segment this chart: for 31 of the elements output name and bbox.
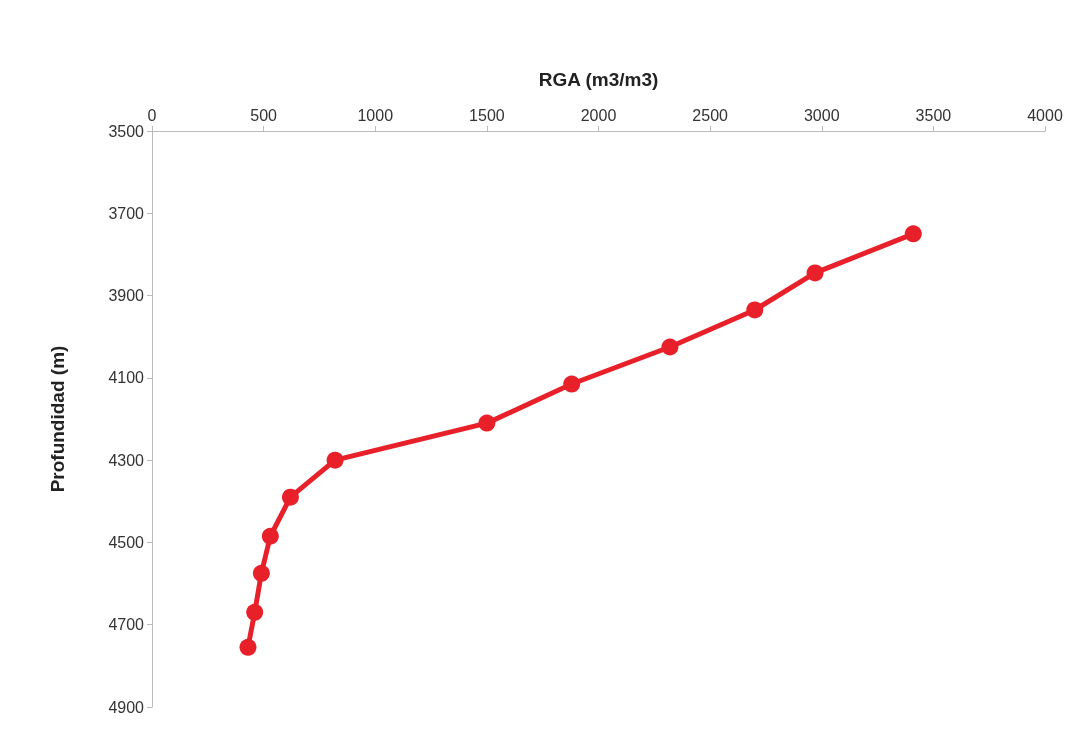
point	[281, 488, 299, 506]
point	[326, 451, 344, 469]
y-tick-label: 3500	[108, 122, 145, 140]
x-tick-label: 4000	[1027, 106, 1063, 124]
x-tick-label: 0	[147, 106, 157, 124]
point	[746, 301, 764, 319]
x-tick-label: 2000	[580, 106, 617, 124]
y-tick-label: 4100	[108, 369, 145, 387]
y-tick-label: 3900	[108, 287, 145, 305]
y-tick-label: 4700	[108, 616, 145, 634]
x-tick-label: 2500	[692, 106, 729, 124]
point	[661, 338, 679, 356]
x-tick-label: 3500	[915, 106, 952, 124]
x-tick-label: 3000	[803, 106, 840, 124]
point	[246, 603, 264, 621]
x-axis-title: RGA (m3/m3)	[538, 69, 659, 90]
y-tick-label: 3700	[108, 204, 145, 222]
point	[261, 527, 279, 545]
point	[252, 564, 270, 582]
point	[563, 375, 581, 393]
y-tick-label: 4300	[108, 451, 145, 469]
x-tick-label: 1000	[357, 106, 394, 124]
y-tick-label: 4900	[108, 698, 145, 716]
point	[239, 638, 257, 656]
x-tick-label: 1500	[469, 106, 505, 124]
point	[904, 225, 922, 243]
x-tick-label: 500	[250, 106, 278, 124]
point	[478, 414, 496, 432]
point	[806, 264, 824, 282]
y-tick-label: 4500	[108, 533, 145, 551]
y-axis-title: Profundidad (m)	[47, 345, 68, 493]
